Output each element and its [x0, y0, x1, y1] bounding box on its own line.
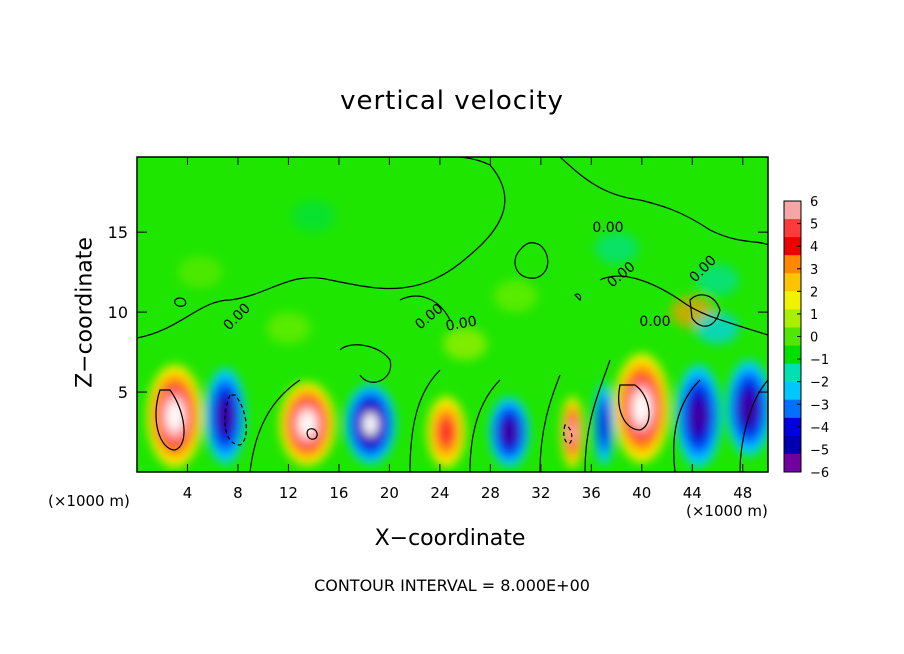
colorbar-swatch-8 [784, 345, 801, 365]
contour-line-0 [137, 157, 506, 339]
contour-line-1 [249, 359, 768, 472]
colorbar-swatch-13 [784, 435, 801, 455]
colorbar-swatch-5 [784, 291, 801, 310]
contour-line-4 [599, 275, 768, 336]
colorbar-swatch-3 [784, 255, 801, 274]
cell-9-ring-3 [690, 398, 707, 434]
colorbar-swatch-14 [784, 453, 801, 473]
contour-line-8 [618, 384, 650, 431]
x-unit-right: (×1000 m) [686, 502, 768, 520]
field-patch-0 [178, 256, 223, 289]
field-patch-6 [266, 312, 311, 345]
cell-8-ring-4 [633, 392, 650, 424]
x-tick-label-6: 28 [481, 484, 500, 502]
field-patch-5 [443, 328, 488, 361]
field-patch-4 [695, 264, 740, 297]
colorbar-label-1: 5 [810, 218, 818, 233]
colorbar-label-6: 0 [810, 331, 818, 346]
cell-10-ring-3 [741, 391, 757, 425]
contour-interval-note: CONTOUR INTERVAL = 8.000E+00 [314, 576, 590, 595]
colorbar-swatch-1 [784, 219, 801, 238]
colorbar-label-0: 6 [810, 195, 818, 210]
contour-line-10 [563, 424, 573, 444]
x-axis-label: X−coordinate [374, 526, 526, 551]
colorbar-swatch-2 [784, 237, 801, 256]
contour-label-6: 0.00 [639, 314, 670, 330]
contour-line-13 [574, 293, 582, 302]
colorbar-label-9: −3 [810, 398, 829, 413]
contour-line-9 [306, 428, 318, 440]
field-patch-2 [493, 280, 538, 313]
field-patch-8 [695, 312, 740, 345]
x-unit-left: (×1000 m) [48, 492, 130, 510]
contour-line-11 [339, 295, 451, 383]
colorbar-swatch-12 [784, 417, 801, 437]
colorbar-label-11: −5 [810, 443, 829, 458]
x-tick-label-11: 48 [733, 484, 752, 502]
colorbar-label-12: −6 [810, 466, 829, 481]
field-patch-3 [594, 232, 639, 265]
contour-line-3 [514, 242, 549, 279]
cell-0-ring-4 [166, 401, 183, 431]
cell-5-ring-3 [502, 419, 517, 445]
colorbar-label-4: 2 [810, 285, 818, 300]
x-tick-label-2: 12 [279, 484, 298, 502]
contour-line-12 [689, 294, 721, 327]
plot-area: 0.000.00 0.000.00 0.000.00 0.00 [137, 157, 768, 472]
y-axis-label: Z−coordinate [72, 237, 98, 388]
colorbar-label-7: −1 [810, 353, 829, 368]
cell-3-ring-4 [363, 412, 378, 436]
x-tick-label-7: 32 [531, 484, 550, 502]
colorbar-label-3: 3 [810, 263, 818, 278]
colorbar-swatch-0 [784, 201, 801, 220]
cell-7-ring-2 [599, 405, 609, 443]
contour-label-0: 0.00 [592, 220, 623, 236]
colorbar: 6 5 4 3 2 1 0 −1 −2 −3 −4 −5 −6 [783, 195, 829, 481]
colorbar-swatch-10 [784, 381, 801, 401]
contour-line-5 [174, 297, 187, 307]
colorbar-swatch-4 [784, 273, 801, 292]
colorbar-label-5: 1 [810, 308, 818, 323]
contour-line-7 [224, 394, 247, 446]
colorbar-label-2: 4 [810, 240, 818, 255]
x-tick-label-10: 44 [683, 484, 702, 502]
x-tick-label-3: 16 [329, 484, 348, 502]
x-tick-label-0: 4 [183, 484, 193, 502]
contour-line-6 [155, 389, 185, 451]
field-patch-1 [291, 200, 336, 233]
chart-title: vertical velocity [340, 86, 564, 116]
colorbar-swatch-9 [784, 363, 801, 383]
contour-label-5: 0.00 [445, 313, 478, 334]
contour-line-2 [559, 157, 768, 246]
y-tick-label-2: 15 [108, 223, 128, 242]
colorbar-swatch-6 [784, 309, 801, 328]
x-tick-label-9: 40 [632, 484, 651, 502]
cell-6-ring-3 [568, 419, 577, 445]
colorbar-label-10: −4 [810, 421, 829, 436]
y-tick-label-0: 5 [118, 383, 128, 402]
x-tick-label-8: 36 [582, 484, 601, 502]
x-tick-label-1: 8 [233, 484, 243, 502]
y-tick-label-1: 10 [108, 303, 128, 322]
x-tick-label-4: 20 [380, 484, 399, 502]
cell-4-ring-2 [437, 416, 455, 448]
colorbar-label-8: −2 [810, 376, 829, 391]
colorbar-swatch-7 [784, 327, 801, 347]
colorbar-swatch-11 [784, 399, 801, 419]
x-tick-label-5: 24 [430, 484, 449, 502]
plot-frame [136, 156, 769, 473]
cell-2-ring-4 [299, 412, 316, 436]
